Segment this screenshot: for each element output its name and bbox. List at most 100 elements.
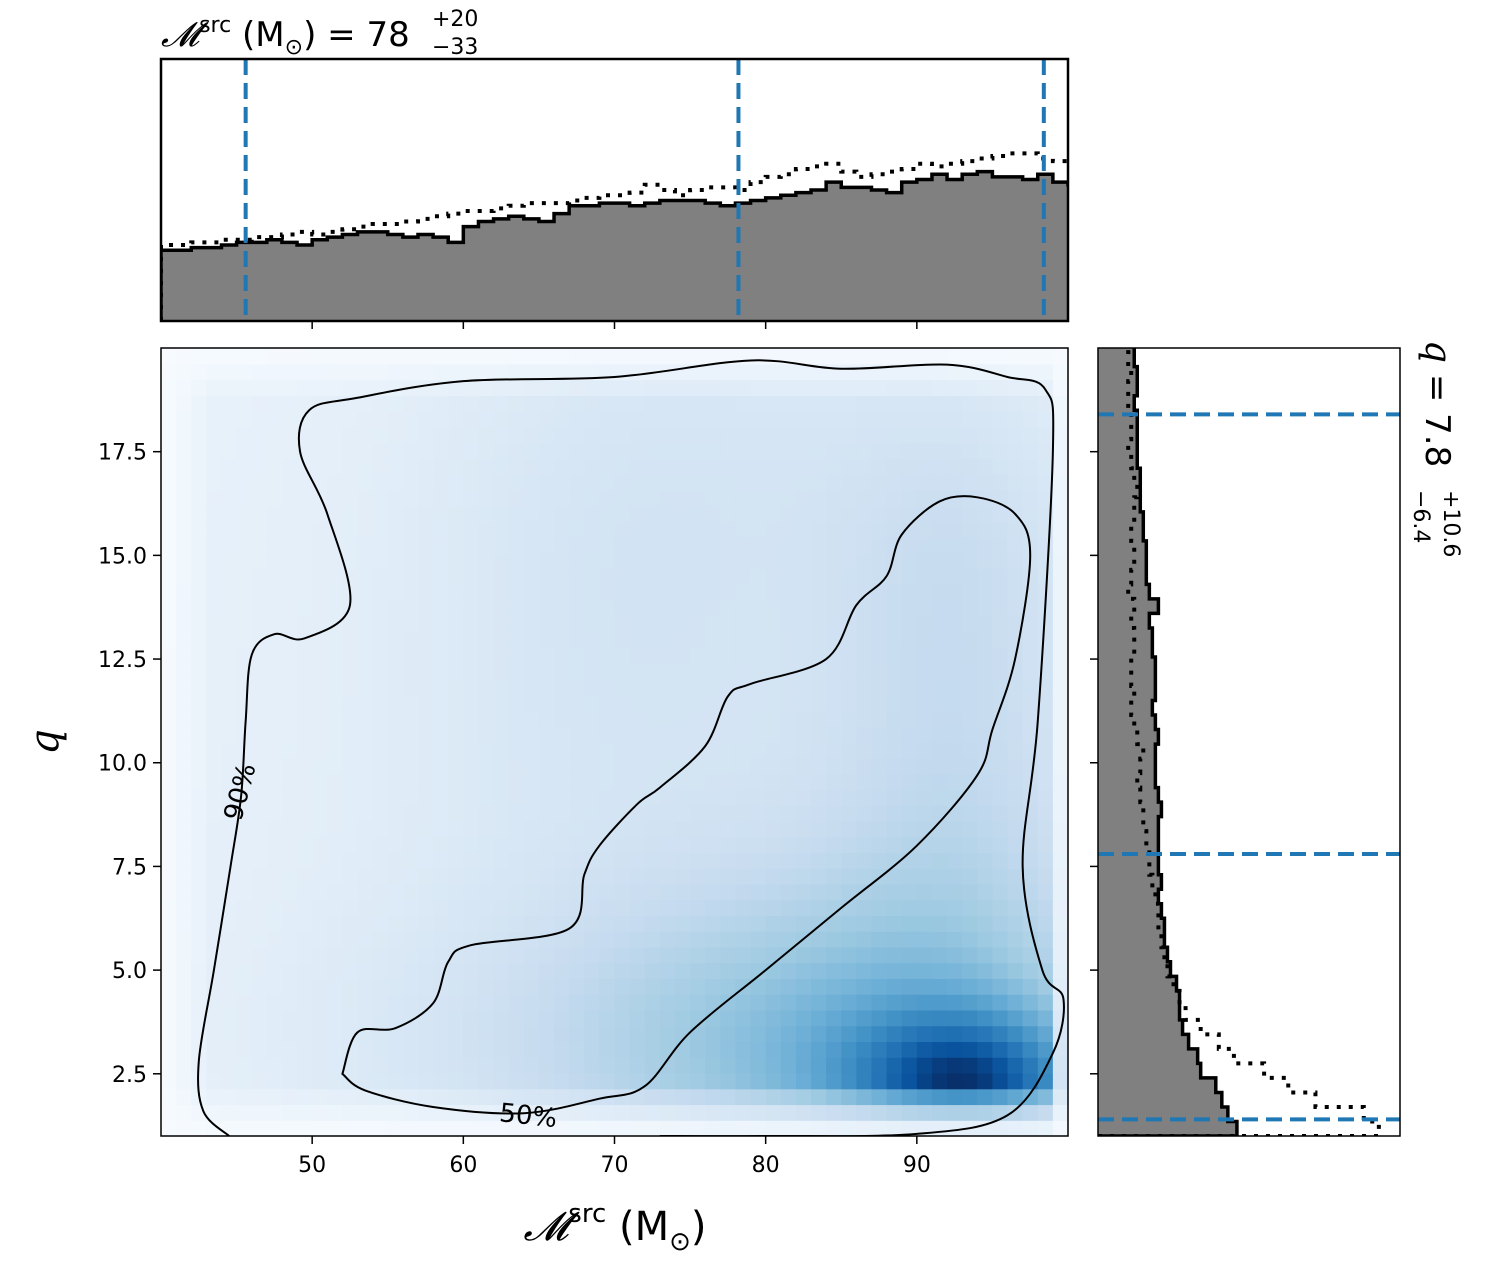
heatmap-cell bbox=[644, 946, 661, 964]
heatmap-cell bbox=[826, 852, 842, 869]
heatmap-cell bbox=[795, 568, 812, 585]
heatmap-cell bbox=[674, 962, 691, 979]
heatmap-cell bbox=[735, 537, 752, 554]
heatmap-cell bbox=[554, 1072, 570, 1090]
heatmap-cell bbox=[493, 1025, 510, 1043]
heatmap-cell bbox=[327, 994, 343, 1011]
heatmap-cell bbox=[674, 584, 691, 601]
heatmap-cell bbox=[312, 1072, 328, 1090]
heatmap-cell bbox=[508, 1057, 525, 1074]
heatmap-cell bbox=[780, 868, 797, 885]
heatmap-cell bbox=[206, 552, 223, 570]
heatmap-cell bbox=[372, 773, 389, 790]
heatmap-cell bbox=[281, 363, 298, 381]
heatmap-cell bbox=[780, 363, 797, 381]
heatmap-cell bbox=[478, 552, 495, 570]
heatmap-cell bbox=[931, 726, 948, 743]
heatmap-cell bbox=[281, 489, 298, 507]
heatmap-cell bbox=[417, 426, 434, 444]
heatmap-cell bbox=[448, 694, 464, 712]
heatmap-cell bbox=[795, 726, 812, 743]
heatmap-cell bbox=[720, 426, 737, 444]
heatmap-cell bbox=[297, 1057, 313, 1074]
heatmap-cell bbox=[795, 411, 812, 428]
heatmap-cell bbox=[735, 1025, 752, 1043]
heatmap-cell bbox=[584, 694, 600, 712]
heatmap-cell bbox=[856, 789, 873, 806]
heatmap-cell bbox=[266, 757, 283, 775]
heatmap-cell bbox=[599, 521, 616, 538]
heatmap-cell bbox=[901, 1088, 918, 1106]
heatmap-cell bbox=[327, 931, 343, 948]
heatmap-cell bbox=[1037, 552, 1054, 570]
heatmap-cell bbox=[811, 631, 827, 649]
heatmap-cell bbox=[523, 1120, 540, 1136]
heatmap-cell bbox=[780, 474, 797, 491]
heatmap-cell bbox=[780, 615, 797, 633]
heatmap-cell bbox=[478, 836, 495, 853]
heatmap-cell bbox=[795, 474, 812, 491]
heatmap-cell bbox=[433, 1041, 449, 1058]
heatmap-cell bbox=[176, 836, 192, 853]
heatmap-cell bbox=[538, 1009, 555, 1027]
heatmap-cell bbox=[523, 726, 540, 743]
xlabel-unit-sub: ⊙ bbox=[669, 1227, 691, 1257]
heatmap-cell bbox=[735, 868, 752, 885]
heatmap-cell bbox=[659, 789, 676, 806]
heatmap-cell bbox=[463, 1120, 480, 1136]
heatmap-cell bbox=[674, 836, 691, 853]
heatmap-cell bbox=[161, 757, 177, 775]
heatmap-cell bbox=[569, 363, 585, 381]
heatmap-cell bbox=[221, 363, 238, 381]
heatmap-cell bbox=[947, 1104, 963, 1121]
heatmap-cell bbox=[916, 883, 933, 901]
heatmap-cell bbox=[750, 568, 767, 585]
heatmap-cell bbox=[176, 568, 192, 585]
heatmap-cell bbox=[644, 805, 661, 822]
heatmap-cell bbox=[478, 537, 495, 554]
heatmap-cell bbox=[312, 946, 328, 964]
heatmap-cell bbox=[281, 694, 298, 712]
heatmap-cell bbox=[690, 1120, 706, 1136]
heatmap-cell bbox=[372, 537, 389, 554]
heatmap-cell bbox=[417, 1041, 434, 1058]
heatmap-cell bbox=[357, 710, 374, 727]
heatmap-cell bbox=[1022, 631, 1039, 649]
heatmap-cell bbox=[357, 742, 374, 759]
right-panel-frame bbox=[1097, 347, 1401, 1137]
heatmap-cell bbox=[811, 537, 827, 554]
heatmap-cell bbox=[266, 805, 283, 822]
heatmap-cell bbox=[251, 978, 268, 995]
heatmap-cell bbox=[327, 489, 343, 507]
heatmap-cell bbox=[735, 1057, 752, 1074]
heatmap-cell bbox=[266, 379, 283, 396]
heatmap-cell bbox=[735, 773, 752, 790]
heatmap-cell bbox=[750, 789, 767, 806]
heatmap-cell bbox=[569, 962, 585, 979]
heatmap-cell bbox=[765, 663, 782, 680]
heatmap-cell bbox=[614, 521, 631, 538]
heatmap-cell bbox=[523, 411, 540, 428]
heatmap-cell bbox=[448, 600, 464, 617]
heatmap-cell bbox=[417, 521, 434, 538]
heatmap-cell bbox=[1022, 678, 1039, 696]
heatmap-cell bbox=[448, 474, 464, 491]
heatmap-cell bbox=[1007, 1120, 1024, 1136]
heatmap-cell bbox=[977, 710, 994, 727]
heatmap-cell bbox=[221, 1104, 238, 1121]
heatmap-cell bbox=[357, 789, 374, 806]
heatmap-cell bbox=[795, 1072, 812, 1090]
heatmap-cell bbox=[478, 1009, 495, 1027]
heatmap-cell bbox=[402, 931, 419, 948]
heatmap-cell bbox=[841, 726, 857, 743]
heatmap-cell bbox=[191, 348, 207, 365]
heatmap-cell bbox=[705, 994, 721, 1011]
heatmap-cell bbox=[720, 1104, 737, 1121]
heatmap-cell bbox=[387, 883, 404, 901]
heatmap-cell bbox=[176, 395, 192, 412]
top-hist-bars bbox=[161, 59, 1068, 321]
heatmap-cell bbox=[448, 1009, 464, 1027]
heatmap-cell bbox=[750, 411, 767, 428]
heatmap-cell bbox=[931, 1072, 948, 1090]
heatmap-cell bbox=[901, 868, 918, 885]
